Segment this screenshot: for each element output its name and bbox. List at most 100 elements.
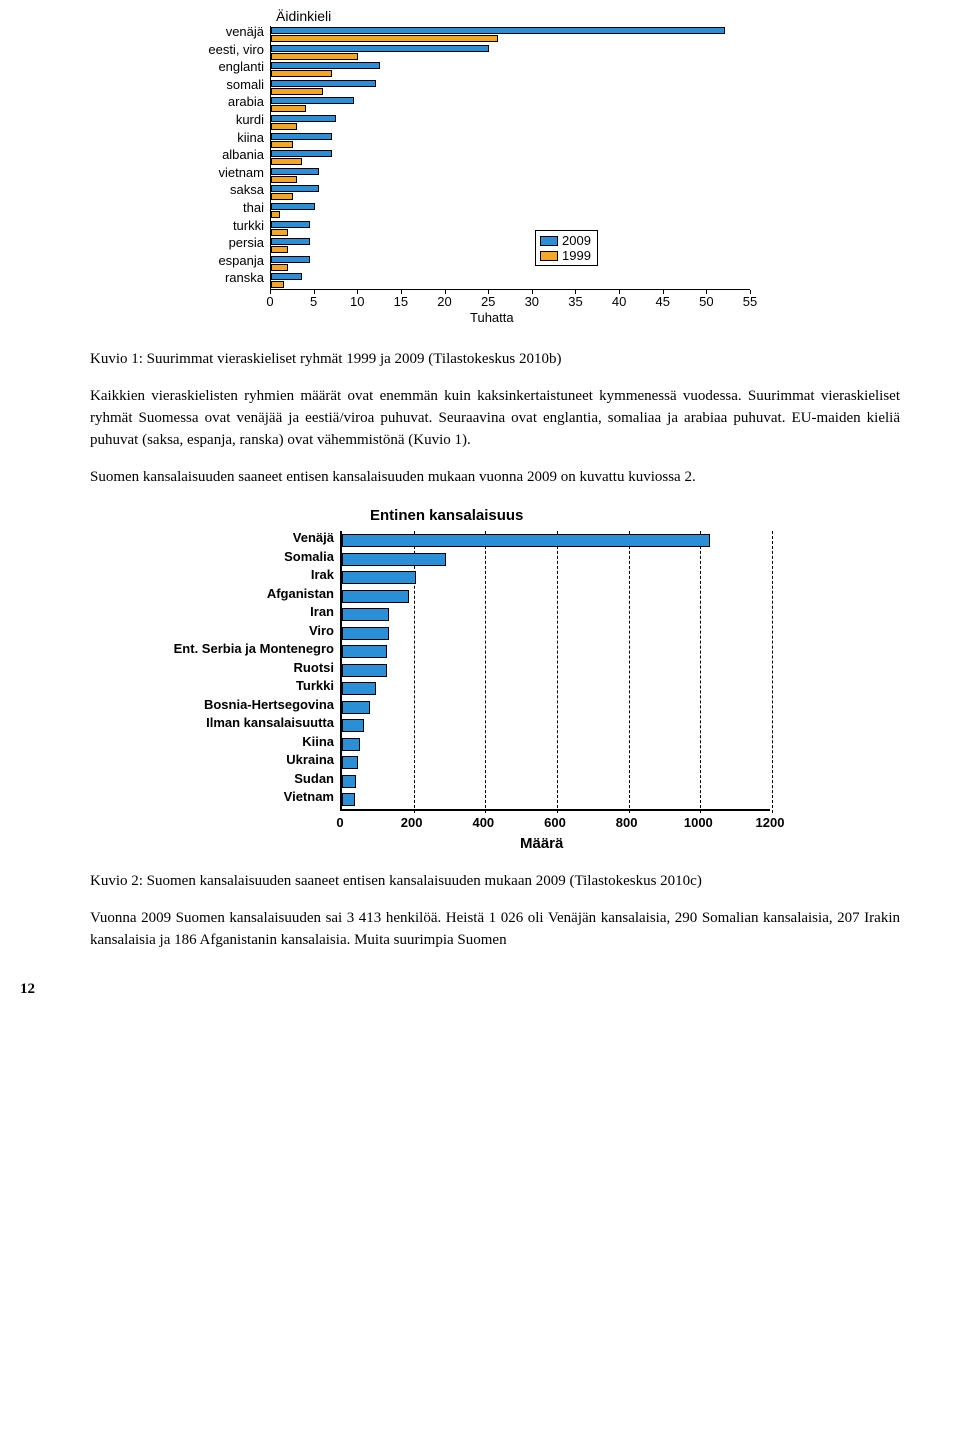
paragraph-3: Vuonna 2009 Suomen kansalaisuuden sai 3 … [90, 908, 900, 952]
chart1-xtick: 10 [350, 294, 364, 309]
chart2-xtick: 1000 [684, 815, 713, 830]
chart1-bar-2009 [271, 273, 302, 280]
chart2-xtick: 600 [544, 815, 566, 830]
chart2-ylabel: Bosnia-Hertsegovina [170, 698, 334, 712]
chart1-bar-2009 [271, 62, 380, 69]
chart1-xtick: 50 [699, 294, 713, 309]
chart1-ylabel: ranska [140, 269, 264, 286]
chart1-ylabel: eesti, viro [140, 41, 264, 58]
chart1-bar-1999 [271, 158, 302, 165]
chart2-ylabel: Turkki [170, 679, 334, 693]
chart2-bar [342, 571, 416, 584]
chart1-bar-1999 [271, 211, 280, 218]
chart2-bar [342, 645, 387, 658]
chart1-legend-label: 2009 [562, 233, 591, 248]
chart1-ylabel: venäjä [140, 23, 264, 40]
chart2-xtick: 400 [472, 815, 494, 830]
chart2-xtick: 200 [401, 815, 423, 830]
chart1-xtick: 35 [568, 294, 582, 309]
page-number: 12 [20, 981, 35, 998]
chart1-bar-1999 [271, 53, 358, 60]
chart2-ylabel: Iran [170, 605, 334, 619]
chart1-bar-1999 [271, 123, 297, 130]
chart2-bar [342, 756, 358, 769]
chart1-bar-2009 [271, 45, 489, 52]
chart1-ylabel: kurdi [140, 111, 264, 128]
chart1-xtick: 25 [481, 294, 495, 309]
chart1-xtick: 55 [743, 294, 757, 309]
caption-2: Kuvio 2: Suomen kansalaisuuden saaneet e… [90, 873, 900, 890]
chart1-ylabel: turkki [140, 217, 264, 234]
chart1-xtick: 5 [310, 294, 317, 309]
chart1-ylabel: arabia [140, 93, 264, 110]
chart1-bar-1999 [271, 264, 288, 271]
chart1-bar-1999 [271, 141, 293, 148]
chart2-bar [342, 664, 387, 677]
chart1-xlabel: Tuhatta [470, 310, 514, 325]
chart1-bar-2009 [271, 27, 725, 34]
chart1-bar-2009 [271, 185, 319, 192]
chart1-bar-2009 [271, 221, 310, 228]
chart2-bar [342, 719, 364, 732]
chart1-legend: 20091999 [535, 230, 598, 266]
chart1-bar-2009 [271, 203, 315, 210]
chart1-xtick: 20 [437, 294, 451, 309]
chart2-ylabel: Somalia [170, 550, 334, 564]
chart1-ylabel: thai [140, 199, 264, 216]
chart2-ylabel: Irak [170, 568, 334, 582]
chart1-bar-1999 [271, 88, 323, 95]
chart1-bar-2009 [271, 115, 336, 122]
chart1-bar-1999 [271, 281, 284, 288]
caption-1: Kuvio 1: Suurimmat vieraskieliset ryhmät… [90, 351, 900, 368]
chart2-ylabel: Venäjä [170, 531, 334, 545]
chart2-xlabel: Määrä [520, 835, 563, 852]
chart1-ylabel: saksa [140, 181, 264, 198]
chart2-xtick: 0 [336, 815, 343, 830]
chart2-ylabel: Vietnam [170, 790, 334, 804]
chart1-title: Äidinkieli [276, 8, 331, 24]
chart2-bar [342, 701, 370, 714]
chart1-xtick: 30 [525, 294, 539, 309]
chart1-bar-2009 [271, 133, 332, 140]
chart2-ylabel: Ilman kansalaisuutta [170, 716, 334, 730]
chart1-bar-1999 [271, 35, 498, 42]
chart2-ylabel: Afganistan [170, 587, 334, 601]
chart2-bar [342, 534, 710, 547]
chart1-bar-1999 [271, 246, 288, 253]
chart1-xtick: 15 [394, 294, 408, 309]
paragraph-2: Suomen kansalaisuuden saaneet entisen ka… [90, 467, 900, 489]
chart1-bar-1999 [271, 105, 306, 112]
chart2-bar [342, 553, 446, 566]
chart1-ylabel: englanti [140, 58, 264, 75]
chart1-bar-1999 [271, 229, 288, 236]
chart1-bar-1999 [271, 176, 297, 183]
chart2-ylabel: Sudan [170, 772, 334, 786]
chart2-xtick: 800 [616, 815, 638, 830]
chart1-bar-2009 [271, 97, 354, 104]
chart1-ylabel: kiina [140, 129, 264, 146]
chart2-bar [342, 775, 356, 788]
chart1-bar-2009 [271, 168, 319, 175]
chart1-ylabel: espanja [140, 252, 264, 269]
chart1-bar-2009 [271, 238, 310, 245]
chart1-bar-1999 [271, 193, 293, 200]
chart2-bar [342, 627, 389, 640]
chart1-ylabel: somali [140, 76, 264, 93]
paragraph-1: Kaikkien vieraskielisten ryhmien määrät … [90, 386, 900, 451]
chart2-bar [342, 738, 360, 751]
chart2-bar [342, 682, 376, 695]
chart1-ylabel: persia [140, 234, 264, 251]
chart1-xtick: 0 [266, 294, 273, 309]
chart1-bar-2009 [271, 150, 332, 157]
chart1-bar-2009 [271, 80, 376, 87]
chart2-bar [342, 608, 389, 621]
chart2-citizenship: Entinen kansalaisuus VenäjäSomaliaIrakAf… [170, 507, 790, 857]
chart1-xtick: 40 [612, 294, 626, 309]
chart2-bar [342, 793, 355, 806]
chart2-bar [342, 590, 409, 603]
chart1-ylabel: albania [140, 146, 264, 163]
chart1-legend-label: 1999 [562, 248, 591, 263]
chart1-bar-2009 [271, 256, 310, 263]
chart2-ylabel: Kiina [170, 735, 334, 749]
chart1-xtick: 45 [655, 294, 669, 309]
